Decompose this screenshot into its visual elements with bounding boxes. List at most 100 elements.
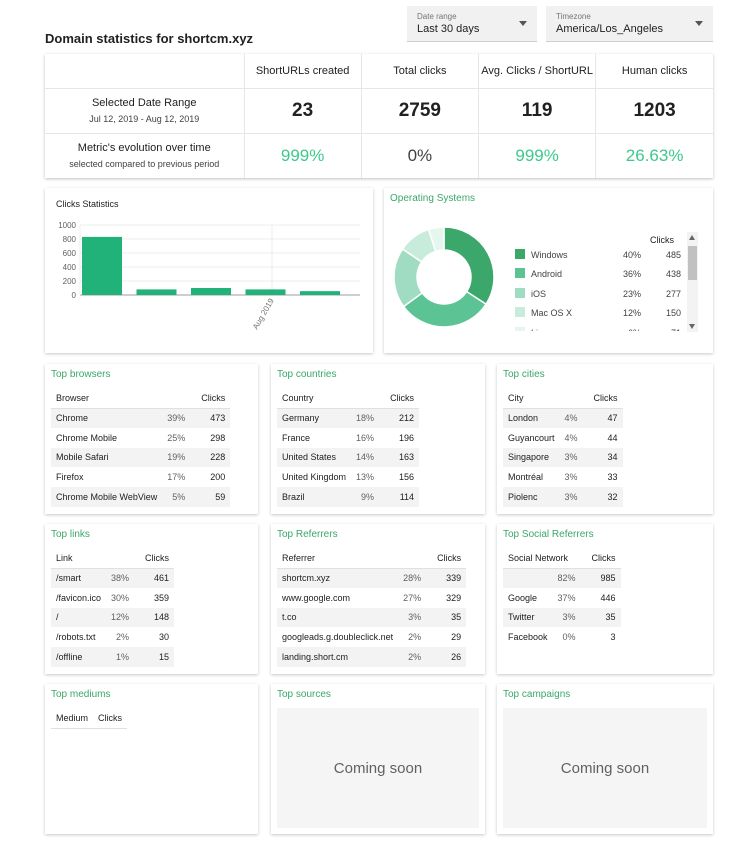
table-row[interactable]: Twitter 3% 35: [503, 607, 621, 628]
table-row[interactable]: /robots.txt 2% 30: [51, 627, 174, 647]
value-human-clicks: 1203: [595, 88, 713, 134]
row-percent: 25%: [167, 432, 186, 443]
table-row[interactable]: Google 37% 446: [503, 588, 621, 608]
scroll-thumb[interactable]: [688, 246, 697, 280]
row-clicks: 156: [399, 472, 415, 483]
value-shorturls: 23: [244, 88, 362, 134]
donut-slice[interactable]: [443, 226, 495, 306]
table-row[interactable]: Chrome Mobile 25% 298: [51, 428, 230, 448]
table-row[interactable]: Montréal 3% 33: [503, 467, 623, 487]
clicks-statistics-card: Clicks Statistics 1000 800 600 400 200 0 Aug 2…: [45, 188, 373, 353]
row-clicks: 35: [580, 607, 621, 628]
os-swatch-cell: [512, 304, 528, 324]
table-row[interactable]: Guyancourt 4% 44: [503, 428, 623, 448]
top-referrers-card: Top Referrers Referrer Clicks shortcm.xyz 2…: [271, 524, 485, 674]
table-row[interactable]: France 16% 196: [277, 428, 419, 448]
row-clicks: 298: [210, 432, 226, 443]
clicks-chart-title: Clicks Statistics: [56, 199, 119, 209]
scroll-up-icon[interactable]: [689, 235, 695, 240]
top-cities-table: City Clicks London 4% 47 Guyancourt 4% 44 Singap…: [503, 389, 623, 507]
row-clicks: 473: [190, 408, 231, 428]
table-row[interactable]: shortcm.xyz 28% 339: [277, 568, 467, 588]
row-clicks: 339: [426, 568, 467, 588]
os-legend-row[interactable]: Android 36% 438: [512, 265, 684, 285]
header-avg-clicks: Avg. Clicks / ShortURL: [478, 54, 597, 89]
row-percent: 2%: [398, 647, 427, 667]
timezone-select[interactable]: Timezone America/Los_Angeles: [546, 6, 713, 42]
os-swatch-cell: [512, 284, 528, 304]
top-links-title: Top links: [51, 529, 90, 540]
coming-soon-panel: Coming soon: [277, 708, 479, 828]
y-tick-label: 1000: [58, 221, 76, 230]
coming-soon-panel: Coming soon: [503, 708, 707, 828]
y-tick-label: 200: [63, 277, 77, 286]
table-row[interactable]: London 4% 47: [503, 408, 623, 428]
row-name: France: [282, 432, 311, 443]
row-clicks: 359: [154, 592, 170, 603]
os-swatch-cell: [512, 323, 528, 331]
top-browsers-table: Browser Clicks Chrome 39% 473 Chrome Mobile 25…: [51, 389, 231, 507]
os-legend-row[interactable]: iOS 23% 277: [512, 284, 684, 304]
row-clicks: 30: [159, 632, 170, 643]
table-row[interactable]: Chrome 39% 473: [51, 408, 231, 428]
top-mediums-table: Medium Clicks: [51, 709, 128, 729]
y-tick-label: 800: [63, 235, 77, 244]
table-row[interactable]: United Kingdom 13% 156: [277, 467, 419, 487]
top-campaigns-card: Top campaigns Coming soon: [497, 684, 713, 834]
row-percent: 3%: [398, 607, 427, 628]
y-tick-label: 600: [63, 249, 77, 258]
column-header: Country: [277, 389, 380, 409]
row-clicks: 329: [446, 592, 462, 603]
table-row[interactable]: /favicon.ico 30% 359: [51, 588, 174, 608]
column-header: Browser: [51, 389, 191, 409]
timezone-value: America/Los_Angeles: [556, 23, 664, 35]
row-label-date-range: Selected Date Range Jul 12, 2019 - Aug 1…: [45, 88, 245, 134]
os-name: Mac OS X: [531, 308, 573, 319]
row-clicks: 148: [134, 607, 175, 628]
table-row[interactable]: Chrome Mobile WebView 5% 59: [51, 487, 231, 507]
os-legend-viewport[interactable]: Windows 40% 485 Android 36% 438 iOS 23% 277 Mac O…: [510, 245, 688, 331]
row-label-evolution: Metric's evolution over time selected co…: [45, 133, 245, 178]
row-label-main: Metric's evolution over time: [77, 142, 211, 155]
row-name: t.co: [277, 607, 399, 628]
os-legend-row[interactable]: Linux6%71: [512, 323, 684, 331]
table-row[interactable]: 82% 985: [503, 568, 621, 588]
row-percent: 28%: [398, 568, 427, 588]
os-legend-table: Windows 40% 485 Android 36% 438 iOS 23% 277 Mac O…: [512, 245, 684, 331]
row-name: Montréal: [508, 472, 544, 483]
os-scrollbar[interactable]: [687, 232, 698, 332]
top-links-table: Link Clicks/smart 38% 461/favicon.ico 30% 359…: [51, 549, 175, 667]
table-row[interactable]: Piolenc 3% 32: [503, 487, 623, 507]
page-title: Domain statistics for shortcm.xyz: [45, 31, 254, 46]
table-row[interactable]: googleads.g.doubleclick.net 2% 29: [277, 627, 466, 647]
date-range-select[interactable]: Date range Last 30 days: [407, 6, 537, 42]
os-legend-row[interactable]: Mac OS X 12% 150: [512, 304, 684, 324]
table-row[interactable]: /offline 1% 15: [51, 647, 175, 667]
top-countries-title: Top countries: [277, 369, 337, 380]
scroll-down-icon[interactable]: [689, 324, 695, 329]
table-row[interactable]: Facebook 0% 3: [503, 627, 621, 647]
table-row[interactable]: Firefox 17% 200: [51, 467, 230, 487]
table-row[interactable]: Singapore 3% 34: [503, 447, 623, 468]
table-row[interactable]: Germany 18% 212: [277, 408, 420, 428]
table-row[interactable]: Brazil 9% 114: [277, 487, 420, 507]
row-name: Germany: [277, 408, 352, 428]
row-percent: 1%: [106, 647, 135, 667]
row-percent: 3%: [559, 447, 583, 468]
row-name: Brazil: [277, 487, 352, 507]
table-row[interactable]: /smart 38% 461: [51, 568, 175, 588]
column-header: Clicks: [190, 389, 231, 409]
os-legend-row[interactable]: Windows 40% 485: [512, 245, 684, 265]
top-mediums-title: Top mediums: [51, 689, 111, 700]
row-clicks: 446: [600, 592, 616, 603]
table-row[interactable]: /12% 148: [51, 607, 175, 628]
table-row[interactable]: www.google.com 27% 329: [277, 588, 466, 608]
donut-slice[interactable]: [427, 226, 445, 253]
os-clicks: 150: [665, 308, 681, 319]
os-clicks-header: Clicks: [650, 235, 674, 245]
table-row[interactable]: Mobile Safari 19% 228: [51, 447, 231, 468]
table-row[interactable]: United States 14% 163: [277, 447, 420, 468]
table-row[interactable]: t.co 3% 35: [277, 607, 467, 628]
table-row[interactable]: landing.short.cm 2% 26: [277, 647, 467, 667]
column-header: Clicks: [134, 549, 175, 569]
